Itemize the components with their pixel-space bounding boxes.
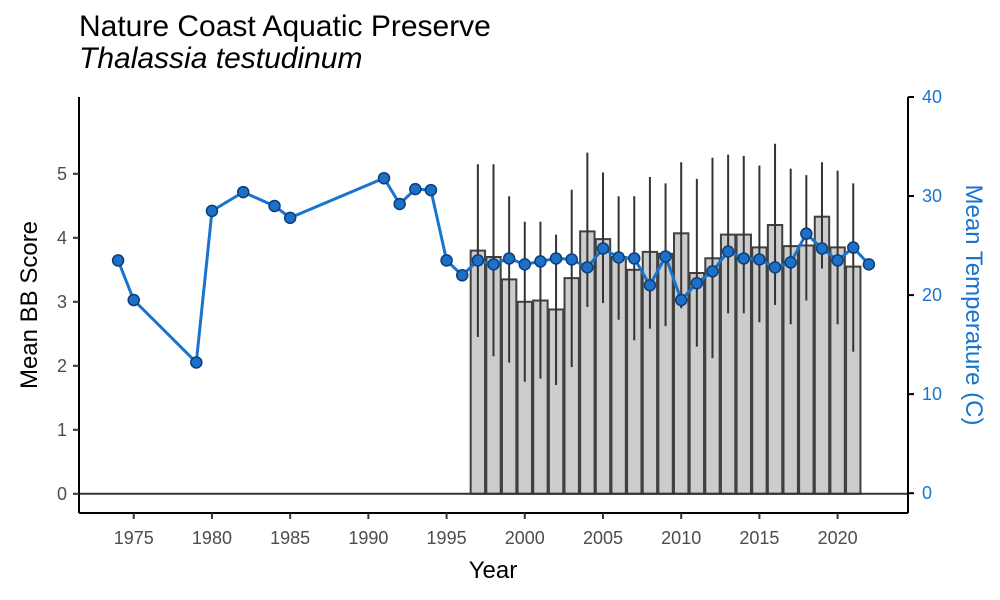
temp-point-1994	[424, 183, 438, 197]
temp-point-2006	[612, 251, 625, 264]
temp-point-2001	[534, 255, 547, 268]
right-tick-label: 40	[922, 87, 942, 107]
chart-title: Nature Coast Aquatic Preserve	[79, 10, 491, 43]
x-tick-label: 1995	[427, 528, 467, 548]
chart-subtitle: Thalassia testudinum	[79, 42, 363, 75]
temp-point-2019	[815, 242, 829, 255]
temp-point-2010	[674, 293, 688, 307]
x-ticks: 1975 1980 1985 1990 1995 2000 2005 2010 2015 2020	[114, 513, 858, 548]
temp-point-2017	[784, 256, 797, 269]
temp-point-2005	[596, 242, 610, 255]
y2-axis-title: Mean Temperature (C)	[960, 185, 987, 426]
x-tick-label: 2015	[739, 528, 779, 548]
left-tick-label: 1	[57, 420, 67, 440]
left-tick-label: 2	[57, 356, 67, 376]
temp-point-1979	[190, 356, 203, 369]
temp-point-1999	[502, 252, 516, 265]
temp-point-1991	[377, 171, 391, 185]
right-y-ticks: 0 10 20 30 40	[908, 87, 942, 503]
right-tick-label: 30	[922, 186, 942, 206]
temp-point-2016	[768, 261, 782, 274]
temp-point-2015	[753, 253, 766, 266]
y-axis-title: Mean BB Score	[16, 221, 43, 389]
temp-point-2004	[581, 261, 594, 274]
x-tick-label: 1980	[192, 528, 232, 548]
temp-point-1985	[283, 211, 297, 225]
temp-point-1993	[409, 182, 422, 196]
temp-point-2018	[800, 227, 813, 240]
temp-point-2008	[643, 278, 657, 292]
temp-point-1975	[127, 293, 140, 307]
temp-point-2022	[862, 258, 876, 271]
x-tick-label: 2020	[818, 528, 858, 548]
temperature-points-layer	[111, 171, 876, 369]
left-tick-label: 4	[57, 228, 67, 248]
temp-point-2020	[831, 254, 844, 267]
x-tick-label: 1990	[348, 528, 388, 548]
temp-point-1995	[440, 254, 453, 267]
left-tick-label: 5	[57, 164, 67, 184]
x-tick-label: 1975	[114, 528, 154, 548]
temp-point-1982	[236, 185, 250, 199]
temp-point-2009	[659, 250, 672, 263]
right-tick-label: 0	[922, 483, 932, 503]
temp-point-1992	[393, 197, 406, 211]
x-tick-label: 2005	[583, 528, 623, 548]
temp-point-2000	[518, 258, 532, 271]
temp-point-2007	[628, 252, 641, 265]
temp-point-2012	[706, 265, 719, 278]
temp-point-1996	[455, 269, 469, 282]
x-tick-label: 1985	[270, 528, 310, 548]
temp-point-2014	[737, 252, 751, 265]
temp-point-2002	[549, 252, 563, 265]
x-axis-title: Year	[469, 557, 518, 584]
temp-point-2021	[847, 241, 860, 254]
x-tick-label: 2010	[661, 528, 701, 548]
temp-point-1974	[111, 254, 125, 267]
right-tick-label: 20	[922, 285, 942, 305]
right-tick-label: 10	[922, 384, 942, 404]
left-tick-label: 3	[57, 292, 67, 312]
temp-point-2003	[565, 253, 578, 266]
temp-point-1984	[268, 199, 281, 213]
left-tick-label: 0	[57, 484, 67, 504]
left-y-ticks: 0 1 2 3 4 5	[57, 164, 79, 504]
temp-point-2011	[690, 276, 704, 290]
temp-point-1998	[487, 258, 500, 271]
x-tick-label: 2000	[505, 528, 545, 548]
temp-point-1980	[205, 204, 219, 218]
temp-point-1997	[471, 254, 485, 267]
temp-point-2013	[721, 245, 735, 258]
